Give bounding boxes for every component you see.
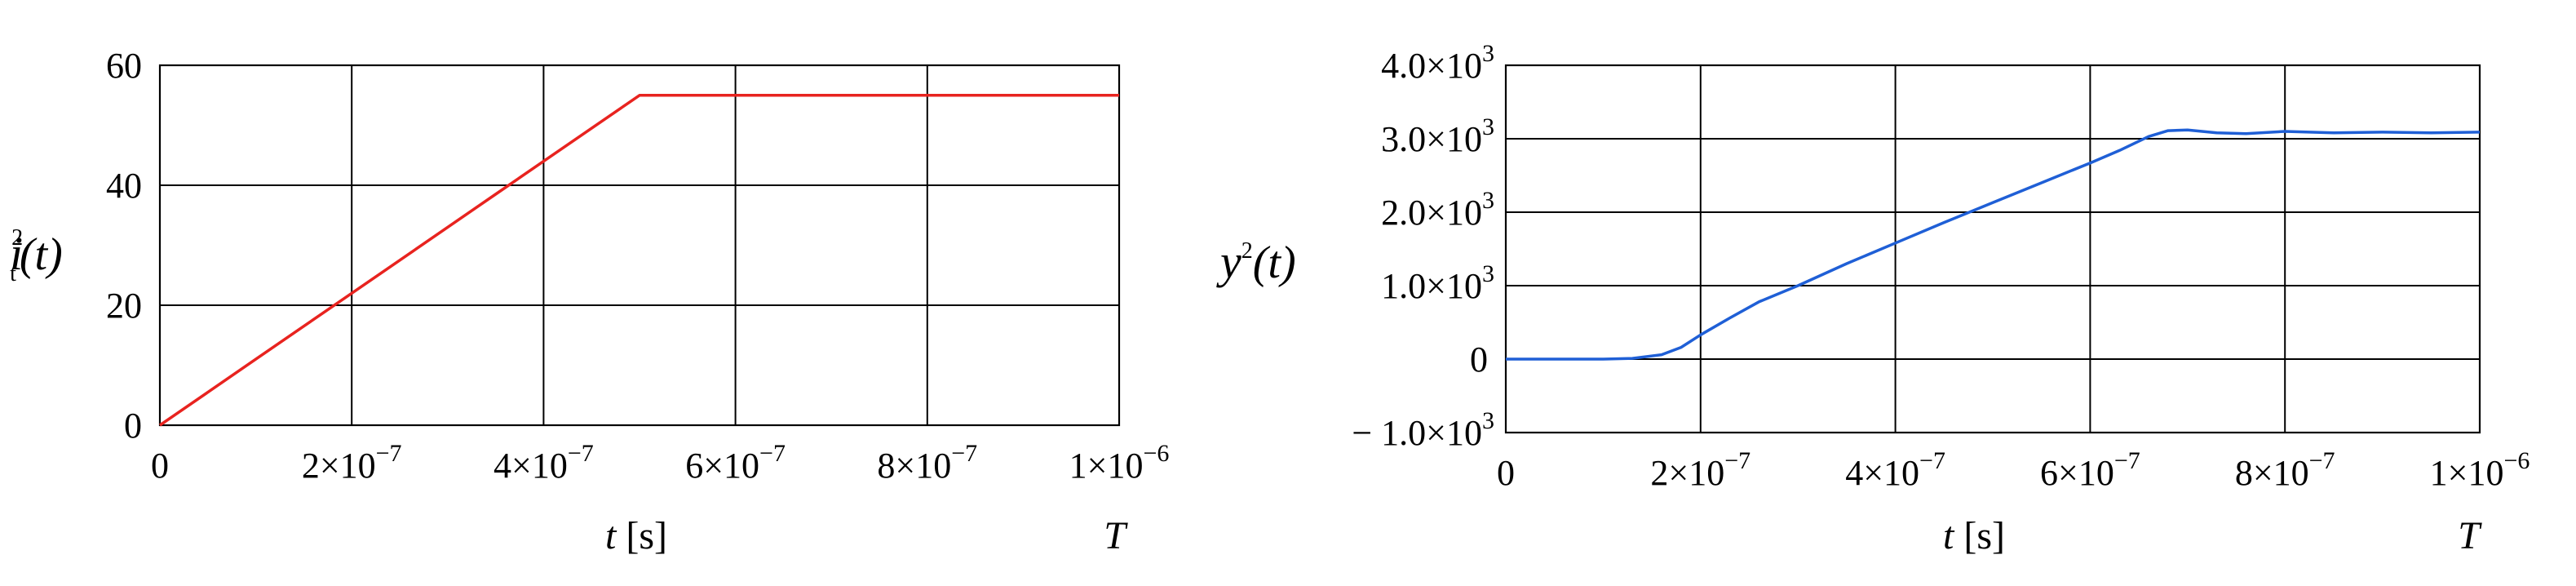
x-tick-label: 6×10−7 (685, 440, 786, 486)
x-tick-label: 1×10−6 (2430, 447, 2530, 493)
y-tick-label: 2.0×103 (1381, 187, 1494, 233)
x-tick-label: 8×10−7 (877, 440, 977, 486)
x-tick-label: 4×10−7 (494, 440, 594, 486)
x-tick-label: 1×10−6 (1069, 440, 1170, 486)
x-tick-label: 8×10−7 (2235, 447, 2335, 493)
y-tick-label: 4.0×103 (1381, 40, 1494, 86)
x-tick-label: 6×10−7 (2040, 447, 2140, 493)
plot-frame (1504, 64, 2481, 434)
x-tick-label: 0 (1497, 453, 1515, 493)
y-tick-label: 0 (1470, 340, 1488, 380)
x-tick-label: 2×10−7 (1650, 447, 1751, 493)
y-tick-label: 1.0×103 (1381, 260, 1494, 306)
series-line (159, 94, 1119, 427)
x-axis-label: t [s] (605, 514, 667, 557)
right-chart-panel: 0 2×10−7 4×10−7 6×10−7 8×10−7 1×10−6 − 1.0×103… (1216, 40, 2530, 557)
y-axis-label: y2(t) (1216, 235, 1296, 288)
x-tick-label: 0 (151, 446, 169, 486)
series-line (1506, 128, 2481, 361)
x-tick-label: 2×10−7 (302, 440, 402, 486)
x-end-label: T (1104, 514, 1128, 557)
y-tick-label: 0 (124, 406, 142, 446)
y-tick-label: 3.0×103 (1381, 113, 1494, 159)
y-tick-label: − 1.0×103 (1352, 407, 1494, 453)
x-axis-label: t [s] (1943, 514, 2005, 557)
left-chart-panel: 0 2×10−7 4×10−7 6×10−7 8×10−7 1×10−6 0 20 40 60 t … (10, 46, 1169, 557)
x-end-label: T (2458, 514, 2482, 557)
plot-frame (158, 64, 1121, 427)
y-tick-label: 40 (106, 166, 142, 206)
x-tick-label: 4×10−7 (1845, 447, 1945, 493)
y-axis-label: i2 t(t) (10, 225, 63, 286)
y-tick-label: 60 (106, 46, 142, 86)
y-tick-label: 20 (106, 286, 142, 326)
